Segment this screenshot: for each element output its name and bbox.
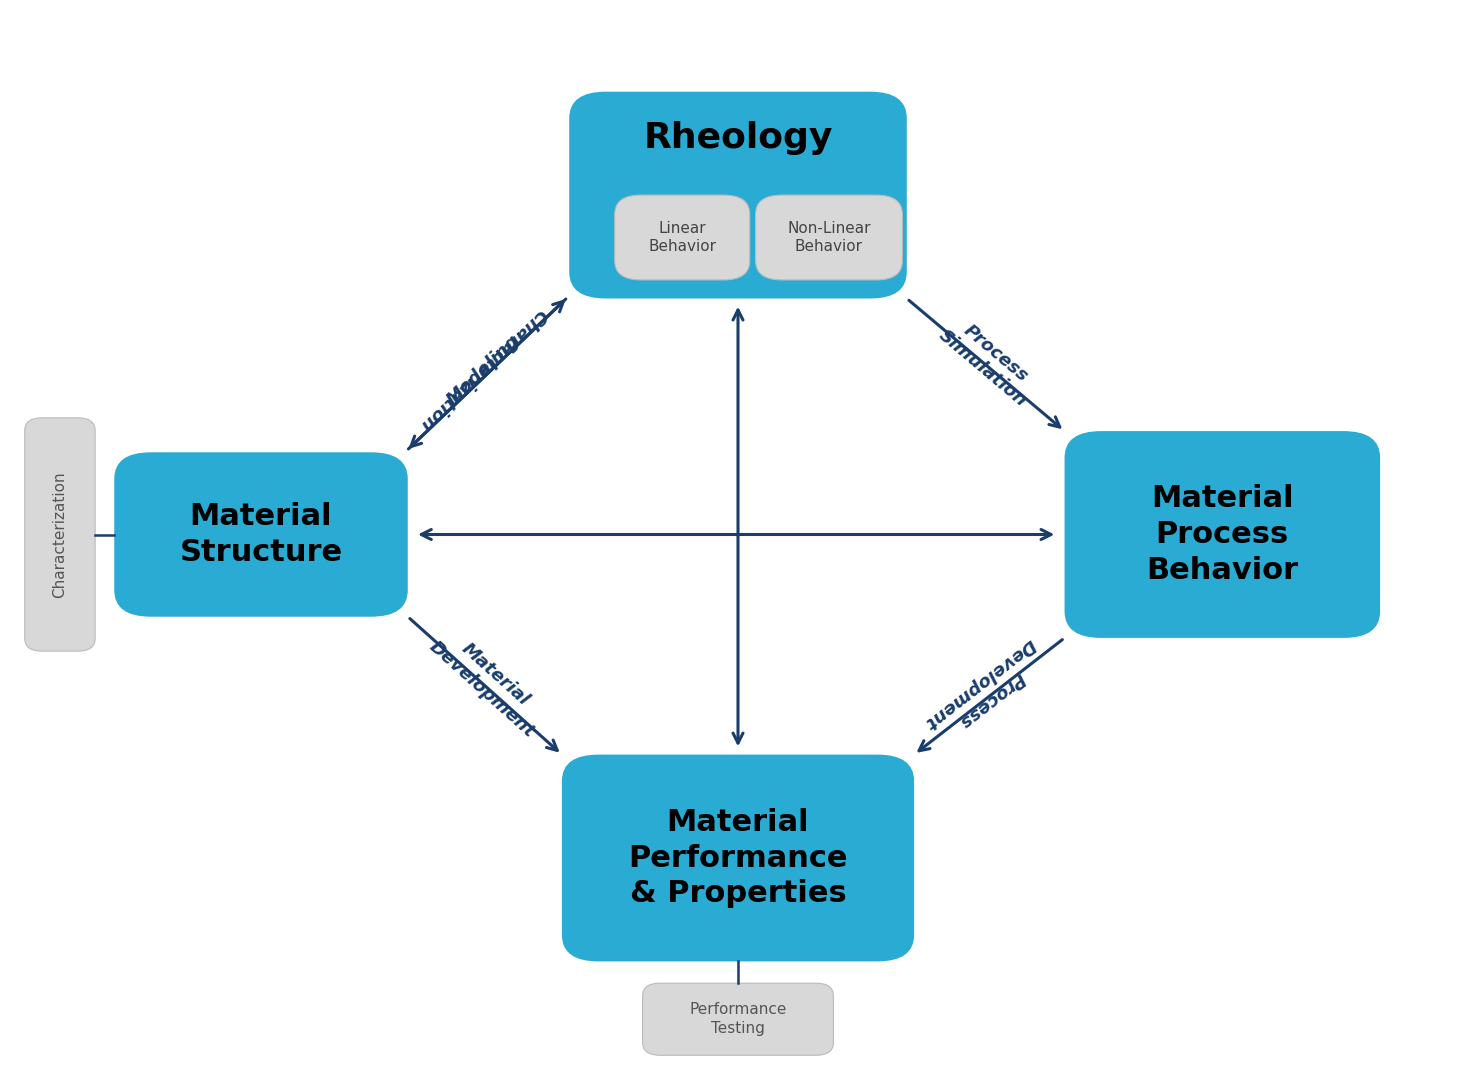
FancyBboxPatch shape bbox=[614, 195, 750, 280]
Text: Rheology: Rheology bbox=[644, 122, 832, 155]
FancyBboxPatch shape bbox=[756, 195, 902, 280]
Text: Linear
Behavior: Linear Behavior bbox=[648, 220, 716, 254]
Text: Modeling: Modeling bbox=[443, 331, 524, 408]
FancyBboxPatch shape bbox=[562, 755, 914, 961]
FancyBboxPatch shape bbox=[570, 92, 906, 298]
Text: Material
Process
Behavior: Material Process Behavior bbox=[1147, 484, 1299, 585]
Text: Material
Performance
& Properties: Material Performance & Properties bbox=[629, 807, 847, 909]
Text: Process
Development: Process Development bbox=[921, 635, 1051, 748]
Text: Material
Development: Material Development bbox=[425, 622, 552, 741]
FancyBboxPatch shape bbox=[114, 452, 407, 617]
Text: Non-Linear
Behavior: Non-Linear Behavior bbox=[787, 220, 871, 254]
Text: Performance
Testing: Performance Testing bbox=[689, 1003, 787, 1036]
Text: Characterization: Characterization bbox=[416, 306, 551, 435]
Text: Characterization: Characterization bbox=[53, 471, 68, 598]
FancyBboxPatch shape bbox=[1064, 431, 1380, 638]
Text: Material
Structure: Material Structure bbox=[180, 502, 342, 567]
FancyBboxPatch shape bbox=[25, 418, 94, 651]
Text: Process
Simulation: Process Simulation bbox=[936, 311, 1044, 410]
FancyBboxPatch shape bbox=[642, 983, 834, 1055]
